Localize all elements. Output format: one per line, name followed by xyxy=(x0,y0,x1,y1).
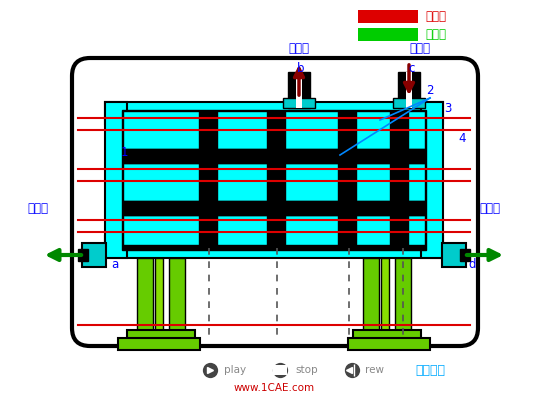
Bar xyxy=(338,163,356,201)
Text: 出水口: 出水口 xyxy=(27,201,49,215)
Bar xyxy=(393,98,425,108)
Bar xyxy=(122,110,426,250)
Text: 液压油: 液压油 xyxy=(425,10,446,23)
Bar xyxy=(199,163,217,201)
Bar xyxy=(421,102,443,258)
Text: 水进口: 水进口 xyxy=(480,201,500,215)
Text: www.1CAE.com: www.1CAE.com xyxy=(233,383,315,393)
Bar xyxy=(338,111,356,149)
Bar xyxy=(395,258,411,340)
Text: 出油口: 出油口 xyxy=(288,41,310,55)
Bar xyxy=(137,258,153,340)
Text: stop: stop xyxy=(295,365,318,375)
Bar xyxy=(199,111,217,149)
Bar xyxy=(390,111,408,149)
Bar xyxy=(118,338,200,350)
Text: 2: 2 xyxy=(426,84,434,96)
Bar xyxy=(105,236,443,258)
Bar xyxy=(353,330,421,346)
Text: a: a xyxy=(111,258,118,271)
Bar xyxy=(82,243,106,267)
Bar xyxy=(398,72,420,108)
Bar xyxy=(78,249,88,261)
Text: 仿真在线: 仿真在线 xyxy=(415,363,445,377)
Bar xyxy=(123,201,425,215)
Bar xyxy=(358,10,418,23)
Text: 1: 1 xyxy=(120,146,128,158)
Bar xyxy=(123,215,425,245)
Bar xyxy=(267,215,285,245)
Text: play: play xyxy=(224,365,246,375)
Bar xyxy=(123,111,425,149)
Bar xyxy=(267,111,285,149)
Bar xyxy=(123,163,425,201)
Bar xyxy=(123,149,425,163)
Bar xyxy=(296,72,302,108)
Bar xyxy=(390,215,408,245)
Bar xyxy=(381,258,389,330)
Bar xyxy=(288,72,310,108)
Bar xyxy=(283,98,315,108)
Bar xyxy=(199,215,217,245)
Bar xyxy=(390,163,408,201)
Bar xyxy=(363,258,379,340)
Bar xyxy=(105,102,127,258)
FancyBboxPatch shape xyxy=(72,58,478,346)
Bar xyxy=(406,72,412,108)
Text: b: b xyxy=(297,62,305,74)
Text: rew: rew xyxy=(365,365,384,375)
Bar xyxy=(442,243,466,267)
Bar xyxy=(127,330,195,346)
Bar xyxy=(267,163,285,201)
Text: d: d xyxy=(468,258,476,271)
Bar xyxy=(348,338,430,350)
Bar xyxy=(155,258,163,330)
Text: c: c xyxy=(409,62,415,74)
Bar xyxy=(358,28,418,41)
Text: 进油口: 进油口 xyxy=(409,41,431,55)
Bar xyxy=(105,102,443,124)
Text: 3: 3 xyxy=(444,101,452,115)
Bar xyxy=(169,258,185,340)
Bar xyxy=(338,215,356,245)
Text: 冷却水: 冷却水 xyxy=(425,29,446,41)
Bar xyxy=(460,249,470,261)
Text: 4: 4 xyxy=(458,131,466,144)
Bar xyxy=(273,365,287,375)
